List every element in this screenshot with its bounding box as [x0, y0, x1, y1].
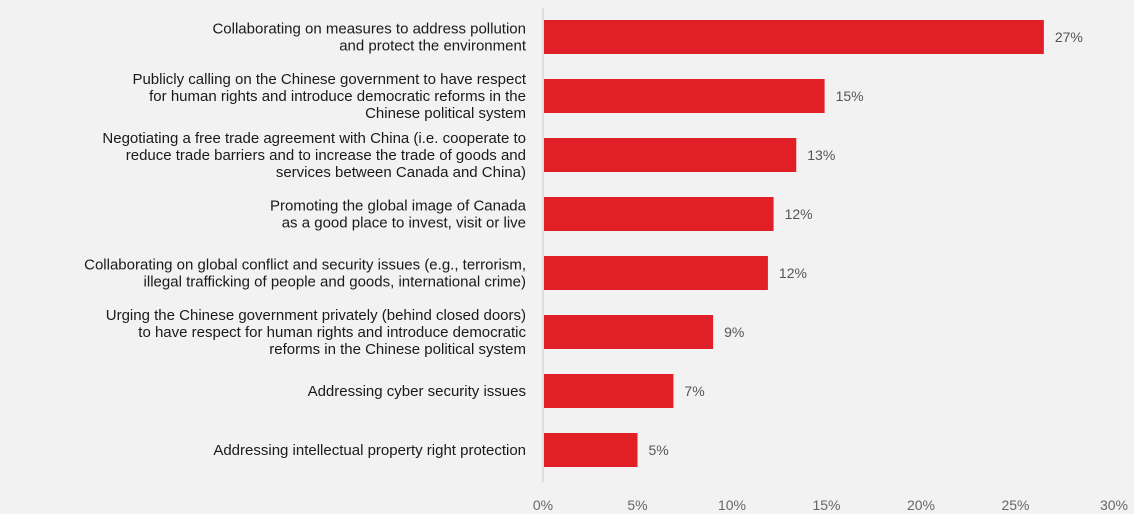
x-tick-label: 0%: [533, 497, 553, 513]
bar: [544, 374, 674, 408]
x-tick-label: 5%: [627, 497, 647, 513]
category-label-line: and protect the environment: [339, 38, 527, 55]
category-label-line: reduce trade barriers and to increase th…: [126, 147, 526, 164]
bar: [544, 79, 825, 113]
category-label: Collaborating on global conflict and sec…: [84, 257, 526, 291]
category-label: Urging the Chinese government privately …: [106, 307, 527, 358]
bars-group: [544, 20, 1044, 467]
category-label-line: Collaborating on measures to address pol…: [212, 21, 526, 38]
bar-value-label: 15%: [836, 88, 864, 104]
bar-value-label: 7%: [684, 383, 704, 399]
category-label-line: Addressing cyber security issues: [308, 383, 526, 400]
bar-value-label: 27%: [1055, 29, 1083, 45]
bar-value-label: 12%: [779, 265, 807, 281]
x-tick-label: 15%: [812, 497, 840, 513]
category-label-line: Negotiating a free trade agreement with …: [102, 130, 526, 147]
category-label-line: Promoting the global image of Canada: [270, 198, 527, 215]
category-labels-group: Collaborating on measures to address pol…: [84, 21, 527, 460]
bar: [544, 20, 1044, 54]
category-label: Publicly calling on the Chinese governme…: [132, 71, 526, 122]
value-labels-group: 27% 15% 13% 12% 12% 9% 7% 5%: [649, 29, 1083, 458]
category-label-line: illegal trafficking of people and goods,…: [144, 274, 526, 291]
category-label: Promoting the global image of Canada as a…: [270, 198, 527, 232]
bar: [544, 315, 714, 349]
bar-value-label: 13%: [807, 147, 835, 163]
category-label-line: Urging the Chinese government privately …: [106, 307, 526, 324]
bar-value-label: 5%: [649, 442, 669, 458]
category-label: Addressing intellectual property right p…: [213, 442, 526, 459]
bar: [544, 256, 768, 290]
bar: [544, 433, 638, 467]
category-label-line: reforms in the Chinese political system: [269, 341, 526, 358]
category-label: Negotiating a free trade agreement with …: [102, 130, 526, 181]
x-tick-label: 20%: [907, 497, 935, 513]
x-tick-label: 25%: [1001, 497, 1029, 513]
category-label-line: to have respect for human rights and int…: [138, 324, 526, 341]
category-label-line: Collaborating on global conflict and sec…: [84, 257, 526, 274]
category-label-line: services between Canada and China): [276, 164, 526, 181]
x-tick-label: 10%: [718, 497, 746, 513]
bar-value-label: 12%: [785, 206, 813, 222]
bar: [544, 138, 797, 172]
bar-value-label: 9%: [724, 324, 744, 340]
category-label-line: as a good place to invest, visit or live: [282, 215, 526, 232]
category-label-line: Chinese political system: [365, 105, 526, 122]
x-tick-label: 30%: [1100, 497, 1128, 513]
bar: [544, 197, 774, 231]
category-label-line: Addressing intellectual property right p…: [213, 442, 526, 459]
category-label-line: Publicly calling on the Chinese governme…: [132, 71, 526, 88]
category-label: Addressing cyber security issues: [308, 383, 526, 400]
category-label: Collaborating on measures to address pol…: [212, 21, 526, 55]
category-label-line: for human rights and introduce democrati…: [149, 88, 526, 105]
x-tick-labels-group: 0% 5% 10% 15% 20% 25% 30%: [533, 497, 1128, 513]
